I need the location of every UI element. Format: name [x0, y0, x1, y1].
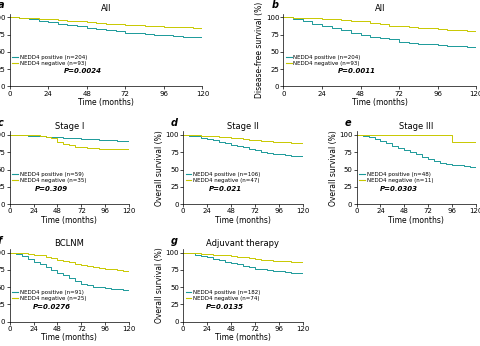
Legend: NEDD4 positive (n=91), NEDD4 negative (n=25): NEDD4 positive (n=91), NEDD4 negative (n… — [12, 290, 86, 301]
Text: P=0.309: P=0.309 — [35, 186, 68, 192]
X-axis label: Time (months): Time (months) — [388, 216, 444, 225]
Y-axis label: Disease-free survival (%): Disease-free survival (%) — [255, 2, 264, 98]
Text: d: d — [171, 118, 178, 128]
Title: All: All — [374, 4, 384, 13]
Text: P=0.0303: P=0.0303 — [379, 186, 417, 192]
Title: Adjuvant therapy: Adjuvant therapy — [206, 239, 279, 248]
Text: f: f — [0, 236, 2, 246]
Y-axis label: Overall survival (%): Overall survival (%) — [155, 130, 164, 206]
X-axis label: Time (months): Time (months) — [41, 333, 97, 342]
Text: P=0.0024: P=0.0024 — [64, 69, 102, 74]
Title: BCLNM: BCLNM — [54, 239, 84, 248]
Text: P=0.0011: P=0.0011 — [337, 69, 375, 74]
Text: P=0.0135: P=0.0135 — [205, 304, 243, 310]
Text: e: e — [344, 118, 350, 128]
Y-axis label: Overall survival (%): Overall survival (%) — [155, 248, 164, 324]
Title: Stage III: Stage III — [398, 122, 432, 131]
Text: P=0.021: P=0.021 — [208, 186, 241, 192]
Legend: NEDD4 positive (n=204), NEDD4 negative (n=93): NEDD4 positive (n=204), NEDD4 negative (… — [286, 55, 360, 65]
Text: c: c — [0, 118, 3, 128]
Legend: NEDD4 positive (n=59), NEDD4 negative (n=35): NEDD4 positive (n=59), NEDD4 negative (n… — [12, 172, 86, 183]
Text: g: g — [171, 236, 178, 246]
X-axis label: Time (months): Time (months) — [78, 98, 133, 107]
X-axis label: Time (months): Time (months) — [41, 216, 97, 225]
Title: All: All — [100, 4, 111, 13]
Legend: NEDD4 positive (n=182), NEDD4 negative (n=74): NEDD4 positive (n=182), NEDD4 negative (… — [185, 290, 260, 301]
Legend: NEDD4 positive (n=48), NEDD4 negative (n=11): NEDD4 positive (n=48), NEDD4 negative (n… — [359, 172, 432, 183]
X-axis label: Time (months): Time (months) — [215, 216, 270, 225]
X-axis label: Time (months): Time (months) — [351, 98, 407, 107]
Legend: NEDD4 positive (n=106), NEDD4 negative (n=47): NEDD4 positive (n=106), NEDD4 negative (… — [185, 172, 260, 183]
Text: b: b — [271, 0, 278, 10]
Title: Stage I: Stage I — [55, 122, 84, 131]
Y-axis label: Overall survival (%): Overall survival (%) — [328, 130, 337, 206]
Title: Stage II: Stage II — [227, 122, 258, 131]
Text: P=0.0276: P=0.0276 — [33, 304, 71, 310]
Legend: NEDD4 positive (n=204), NEDD4 negative (n=93): NEDD4 positive (n=204), NEDD4 negative (… — [12, 55, 87, 65]
X-axis label: Time (months): Time (months) — [215, 333, 270, 342]
Text: a: a — [0, 0, 4, 10]
